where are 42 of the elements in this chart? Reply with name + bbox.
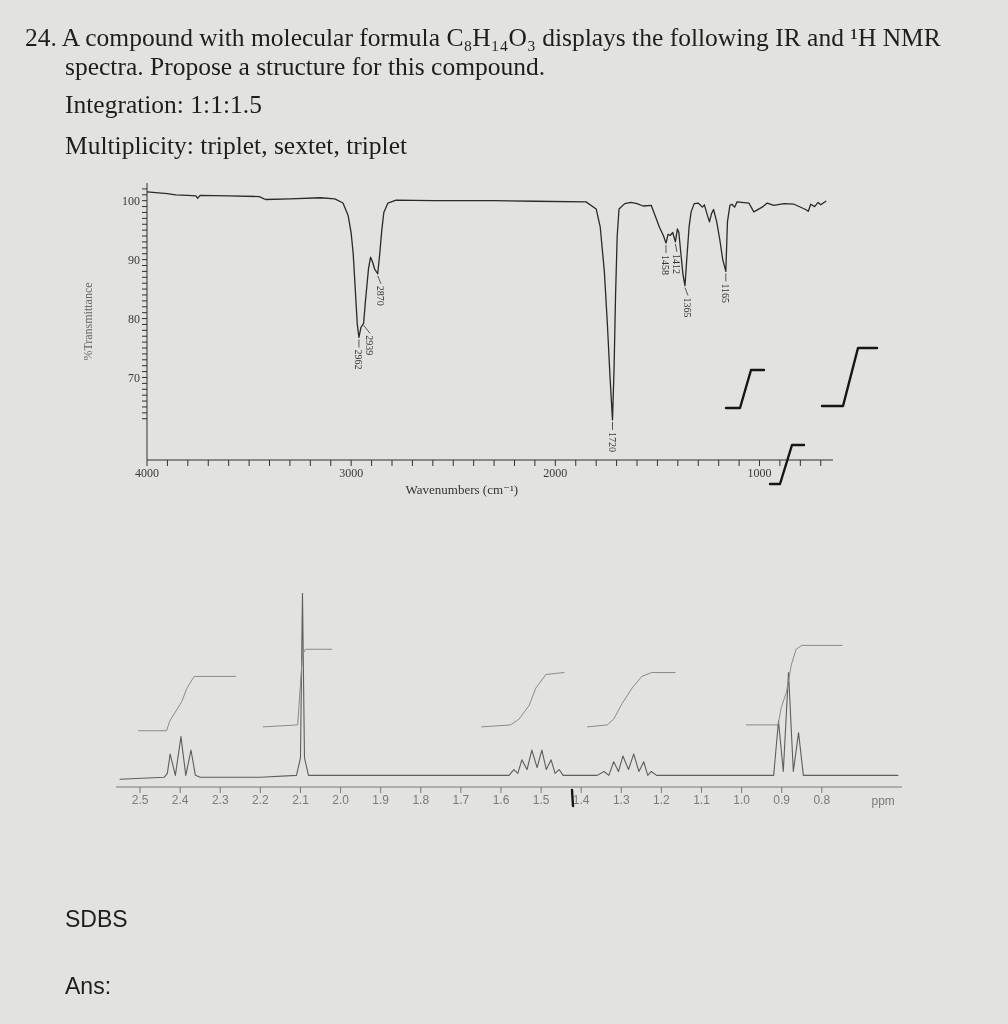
x-tick-label: 0.9 xyxy=(773,792,791,807)
x-tick-label: 1.4 xyxy=(572,792,590,807)
x-tick-label: 1.7 xyxy=(452,792,470,807)
annotation: 1412 xyxy=(671,253,683,274)
annotation: 1720 xyxy=(607,431,618,452)
x-tick-label: 1.3 xyxy=(612,792,630,807)
x-tick-label: 2.0 xyxy=(332,792,350,807)
x-tick-label: 1000 xyxy=(747,465,772,480)
y-tick-label: 90 xyxy=(128,252,140,267)
x-tick-label: 3000 xyxy=(339,465,364,480)
x-tick-label: 2.3 xyxy=(211,792,229,807)
x-tick-label: 1.9 xyxy=(372,792,390,807)
x-tick-label: 1.5 xyxy=(532,792,550,807)
text: SDBS xyxy=(65,906,128,933)
x-tick-label: 1.8 xyxy=(412,792,430,807)
annotation: 2939 xyxy=(364,335,376,356)
x-axis-title: Wavenumbers (cm⁻¹) xyxy=(405,482,519,497)
x-tick-label: 1.6 xyxy=(492,792,510,807)
y-tick-label: 100 xyxy=(122,193,140,208)
annotation: 2870 xyxy=(375,285,387,306)
annotation: 1165 xyxy=(720,283,732,304)
x-tick-label: 2.5 xyxy=(131,792,149,807)
x-tick-label: 1.0 xyxy=(733,792,751,807)
x-tick-label: 0.8 xyxy=(813,792,831,807)
y-axis-title: %Transmittance xyxy=(81,282,95,361)
x-tick-label: 2000 xyxy=(543,465,568,480)
x-tick-label: 1.2 xyxy=(653,792,671,807)
y-tick-label: 80 xyxy=(128,311,140,326)
x-tick-label: 2.4 xyxy=(171,792,189,807)
x-tick-label: 4000 xyxy=(135,465,159,480)
chart-subtitle: Integration: 1:1:1.5 xyxy=(65,90,262,120)
text: Ans: xyxy=(65,973,112,1000)
x-tick-label: 2.2 xyxy=(252,792,270,807)
text: Multiplicity: triplet, sextet, triplet xyxy=(65,131,408,161)
annotation: 1365 xyxy=(682,297,694,318)
y-tick-label: 70 xyxy=(128,370,140,385)
x-tick-label: 1.1 xyxy=(693,792,711,807)
x-axis-title: ppm xyxy=(871,794,895,808)
annotation: 1458 xyxy=(660,255,672,276)
chart-title: 24. A compound with molecular formula C₈H₁₄O₃ displays the following IR and ¹H NMR spectra. Propose a structure for this compound. xyxy=(25,23,942,81)
annotation: 2962 xyxy=(353,349,365,370)
x-tick-label: 2.1 xyxy=(292,792,310,807)
